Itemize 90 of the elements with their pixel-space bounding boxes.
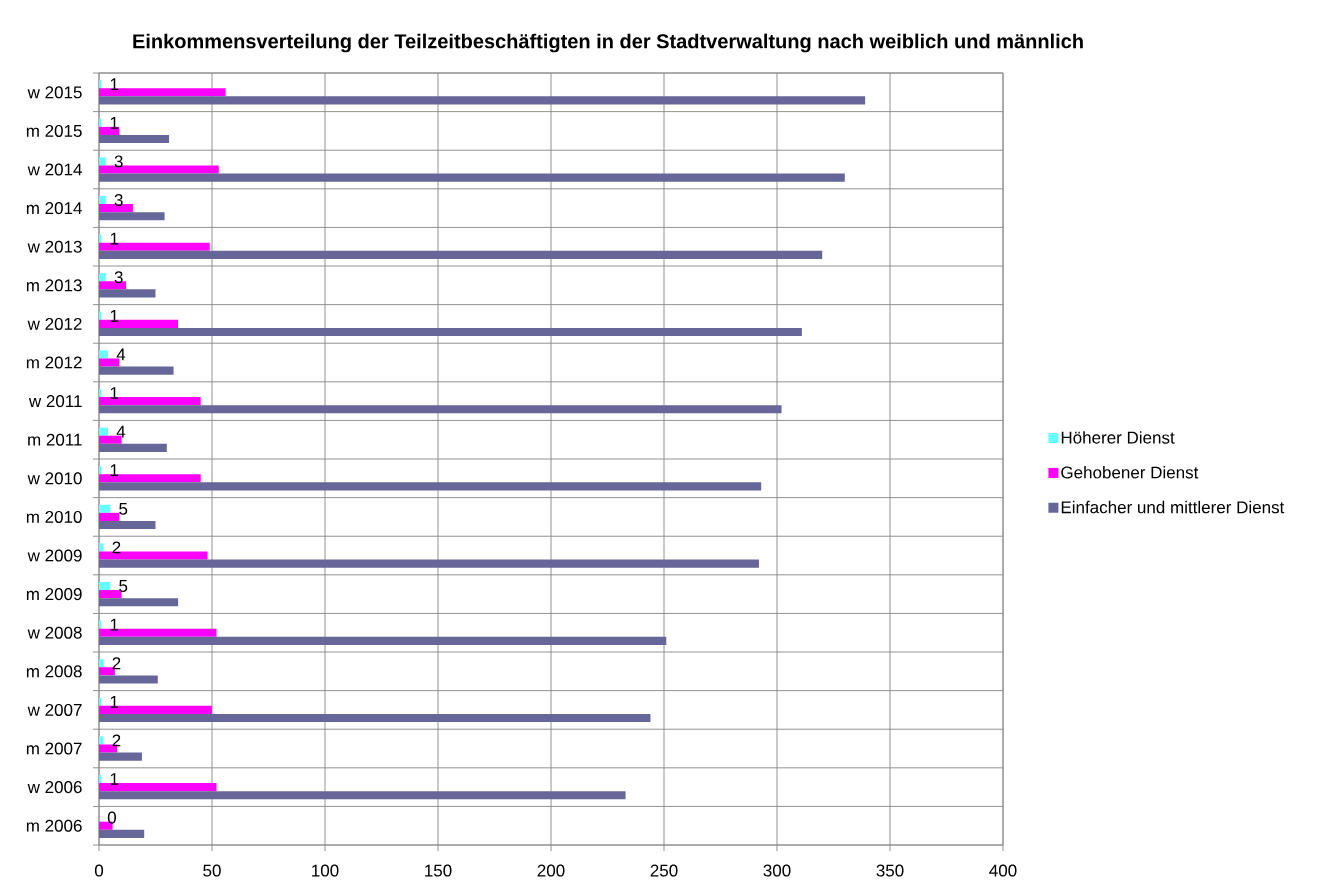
bar bbox=[99, 829, 145, 838]
bar bbox=[99, 713, 651, 723]
y-tick-label: w 2014 bbox=[27, 163, 82, 176]
data-label: 1 bbox=[110, 78, 119, 91]
y-tick-label: w 2008 bbox=[27, 626, 82, 639]
data-label: 1 bbox=[110, 618, 119, 631]
data-label: 3 bbox=[114, 193, 123, 207]
data-label: 3 bbox=[114, 271, 123, 284]
bar bbox=[99, 752, 142, 761]
bar bbox=[99, 636, 667, 645]
bar bbox=[99, 273, 106, 282]
y-tick-label: w 2011 bbox=[28, 395, 82, 408]
bar bbox=[99, 204, 133, 213]
y-tick-label: w 2015 bbox=[27, 86, 82, 99]
bar bbox=[99, 590, 122, 599]
data-label: 4 bbox=[116, 348, 126, 361]
legend-label: Einfacher und mittlerer Dienst bbox=[1061, 500, 1285, 514]
data-label: 1 bbox=[110, 116, 119, 129]
x-tick-label: 100 bbox=[312, 864, 339, 877]
bar bbox=[99, 783, 217, 792]
x-tick-label: 300 bbox=[763, 864, 791, 877]
data-label: 3 bbox=[114, 155, 123, 168]
bar bbox=[99, 289, 156, 298]
data-label: 5 bbox=[119, 580, 128, 592]
bar bbox=[99, 195, 106, 205]
y-tick-label: m 2011 bbox=[28, 433, 82, 446]
bar bbox=[99, 250, 823, 259]
bar bbox=[99, 659, 104, 668]
data-label: 1 bbox=[110, 387, 119, 399]
bar bbox=[99, 427, 109, 436]
legend-label: Höherer Dienst bbox=[1061, 431, 1175, 444]
y-tick-label: m 2006 bbox=[26, 819, 82, 832]
bar bbox=[99, 88, 226, 97]
data-label: 1 bbox=[110, 695, 119, 708]
bar bbox=[99, 96, 866, 105]
bar bbox=[99, 559, 759, 568]
bar bbox=[99, 212, 165, 221]
chart-title: Einkommensverteilung der Teilzeitbeschäftigten in der Stadtverwaltung nach weiblich und männlich bbox=[133, 33, 1083, 53]
bar bbox=[99, 327, 802, 337]
data-label: 2 bbox=[112, 734, 121, 747]
bar bbox=[99, 350, 109, 359]
data-label: 1 bbox=[110, 773, 119, 785]
bar bbox=[99, 520, 156, 530]
y-tick-label: m 2007 bbox=[26, 742, 82, 755]
data-label: 2 bbox=[112, 657, 121, 670]
bar bbox=[99, 366, 174, 375]
bar bbox=[99, 598, 179, 607]
bar bbox=[99, 512, 120, 521]
x-tick-label: 400 bbox=[989, 864, 1017, 877]
y-tick-label: w 2013 bbox=[27, 240, 82, 253]
bar bbox=[99, 397, 201, 406]
bar bbox=[99, 405, 782, 414]
data-label: 1 bbox=[110, 309, 119, 322]
y-tick-label: w 2007 bbox=[27, 703, 82, 716]
y-tick-label: w 2012 bbox=[27, 317, 82, 330]
x-tick-label: 0 bbox=[94, 864, 104, 877]
x-tick-label: 200 bbox=[537, 864, 565, 877]
bar bbox=[99, 736, 104, 745]
y-tick-label: w 2006 bbox=[27, 781, 82, 794]
x-tick-label: 350 bbox=[876, 864, 904, 877]
data-label: 4 bbox=[116, 425, 126, 438]
data-label: 2 bbox=[112, 541, 121, 554]
bar bbox=[99, 134, 170, 144]
y-tick-label: m 2012 bbox=[26, 356, 82, 369]
y-tick-label: w 2010 bbox=[27, 472, 82, 485]
y-tick-label: m 2008 bbox=[26, 665, 82, 678]
y-tick-label: m 2014 bbox=[26, 202, 82, 215]
bar bbox=[99, 504, 111, 513]
data-label: 1 bbox=[110, 464, 119, 477]
y-tick-label: m 2015 bbox=[26, 124, 82, 137]
y-tick-label: m 2010 bbox=[26, 510, 82, 523]
x-tick-label: 50 bbox=[203, 864, 221, 877]
bar bbox=[99, 173, 845, 182]
bar bbox=[99, 443, 167, 452]
bar bbox=[99, 791, 626, 800]
legend-label: Gehobener Dienst bbox=[1061, 466, 1199, 479]
y-tick-label: w 2009 bbox=[27, 549, 82, 562]
bar bbox=[99, 474, 201, 483]
y-tick-label: m 2013 bbox=[26, 279, 82, 292]
data-label: 0 bbox=[107, 811, 116, 824]
bar bbox=[99, 581, 111, 591]
data-label: 5 bbox=[119, 502, 128, 515]
y-tick-label: m 2009 bbox=[26, 588, 82, 601]
data-label: 1 bbox=[110, 232, 119, 245]
bar bbox=[99, 675, 158, 684]
bar bbox=[99, 482, 762, 491]
bar bbox=[99, 157, 106, 166]
bar bbox=[99, 543, 104, 552]
x-tick-label: 250 bbox=[650, 864, 678, 877]
x-tick-label: 150 bbox=[425, 864, 452, 877]
